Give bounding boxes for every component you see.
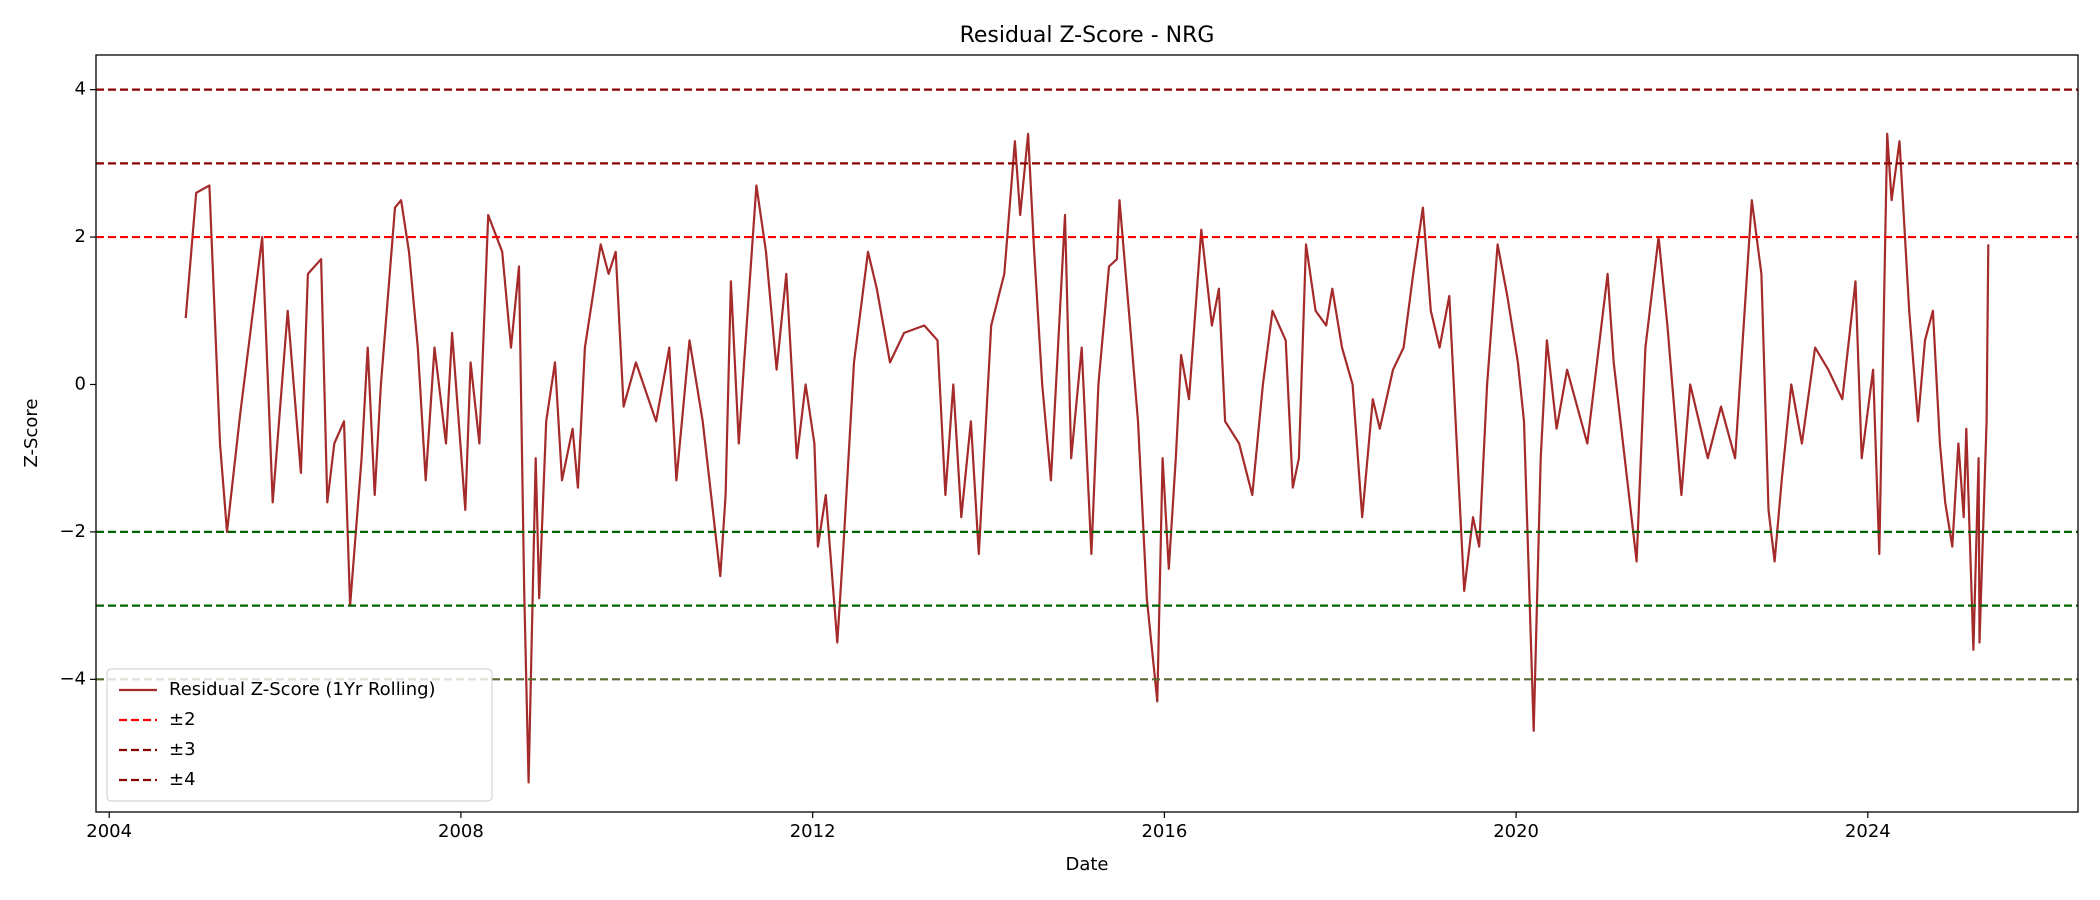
x-axis-label: Date — [1065, 854, 1108, 875]
y-axis-label: Z-Score — [21, 399, 42, 468]
legend-box — [106, 668, 493, 802]
data-line — [184, 132, 1990, 784]
x-tick-label: 2024 — [1845, 821, 1891, 842]
y-tick-label: 4 — [75, 79, 86, 100]
x-tick-label: 2012 — [790, 821, 836, 842]
x-tick-label: 2004 — [86, 821, 132, 842]
x-tick-label: 2016 — [1141, 821, 1187, 842]
x-tick-label: 2020 — [1493, 821, 1539, 842]
plot-frame — [95, 54, 2079, 813]
x-tick-label: 2008 — [438, 821, 484, 842]
y-tick-label: 2 — [75, 226, 86, 247]
legend-label: Residual Z-Score (1Yr Rolling) — [169, 679, 436, 700]
legend-label: ±4 — [169, 769, 196, 790]
legend-label: ±3 — [169, 739, 196, 760]
y-tick-label: 0 — [75, 373, 86, 394]
y-tick-label: −4 — [59, 668, 86, 689]
y-tick-label: −2 — [59, 521, 86, 542]
chart-title: Residual Z-Score - NRG — [960, 23, 1215, 48]
legend-label: ±2 — [169, 709, 196, 730]
